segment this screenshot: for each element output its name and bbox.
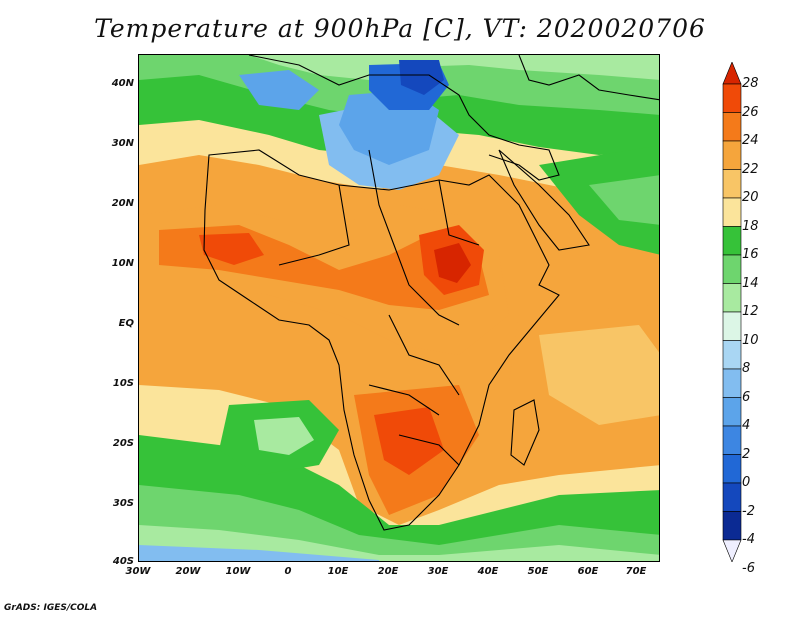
colorbar-label: 16 xyxy=(742,247,759,262)
colorbar-label: 0 xyxy=(742,475,751,490)
colorbar-segment xyxy=(722,83,742,113)
lon-label: 10W xyxy=(225,566,251,577)
lat-label: 40N xyxy=(111,78,134,89)
colorbar-label: 4 xyxy=(742,418,751,433)
lon-label: 10E xyxy=(327,566,349,577)
colorbar xyxy=(722,62,742,562)
colorbar-label: 8 xyxy=(742,361,751,376)
colorbar-segment xyxy=(722,197,742,227)
colorbar-segment xyxy=(722,482,742,512)
colorbar-label: -6 xyxy=(742,560,755,576)
colorbar-label: 10 xyxy=(742,332,759,348)
lon-label: 40E xyxy=(477,566,499,577)
colorbar-label: 14 xyxy=(742,275,759,291)
lat-label: 40S xyxy=(112,556,134,567)
colorbar-segment xyxy=(722,112,742,142)
temperature-map xyxy=(138,54,660,562)
colorbar-segment xyxy=(722,511,742,541)
colorbar-segment xyxy=(722,454,742,484)
lat-label: 10S xyxy=(112,378,134,389)
lon-label: 20E xyxy=(377,566,399,577)
colorbar-label: 18 xyxy=(742,218,759,234)
colorbar-segment xyxy=(722,397,742,427)
colorbar-segment xyxy=(722,62,742,85)
colorbar-label: 20 xyxy=(742,190,759,205)
colorbar-label: 28 xyxy=(742,76,759,91)
lon-label: 60E xyxy=(577,566,599,577)
colorbar-segment xyxy=(722,539,742,562)
colorbar-segment xyxy=(722,169,742,199)
lat-label: 30S xyxy=(112,498,134,509)
lat-label: 30N xyxy=(111,138,134,149)
colorbar-label: 12 xyxy=(742,304,759,319)
lon-label: 30W xyxy=(125,566,151,577)
colorbar-segment xyxy=(722,140,742,170)
colorbar-segment xyxy=(722,311,742,341)
lat-label: 10N xyxy=(111,258,134,269)
colorbar-segment xyxy=(722,226,742,256)
colorbar-segment xyxy=(722,340,742,370)
lon-label: 30E xyxy=(427,566,449,577)
lat-label: 20N xyxy=(111,198,134,209)
colorbar-label: 2 xyxy=(742,446,751,462)
lon-label: 20W xyxy=(175,566,201,577)
lon-label: 50E xyxy=(527,566,549,577)
lon-label: 70E xyxy=(625,566,647,577)
colorbar-label: 22 xyxy=(742,161,759,177)
colorbar-label: -2 xyxy=(742,503,755,519)
map-title: Temperature at 900hPa [C], VT: 202002070… xyxy=(94,14,706,43)
lon-label: 0 xyxy=(284,566,292,577)
colorbar-segment xyxy=(722,254,742,284)
footer-credit: GrADS: IGES/COLA xyxy=(4,603,98,613)
lat-label: 20S xyxy=(112,438,134,449)
colorbar-segment xyxy=(722,368,742,398)
colorbar-label: 6 xyxy=(742,389,751,405)
colorbar-segment xyxy=(722,283,742,313)
colorbar-label: -4 xyxy=(742,532,755,547)
colorbar-label: 24 xyxy=(742,133,759,148)
lat-label: EQ xyxy=(118,318,134,329)
colorbar-segment xyxy=(722,425,742,455)
colorbar-label: 26 xyxy=(742,104,759,120)
